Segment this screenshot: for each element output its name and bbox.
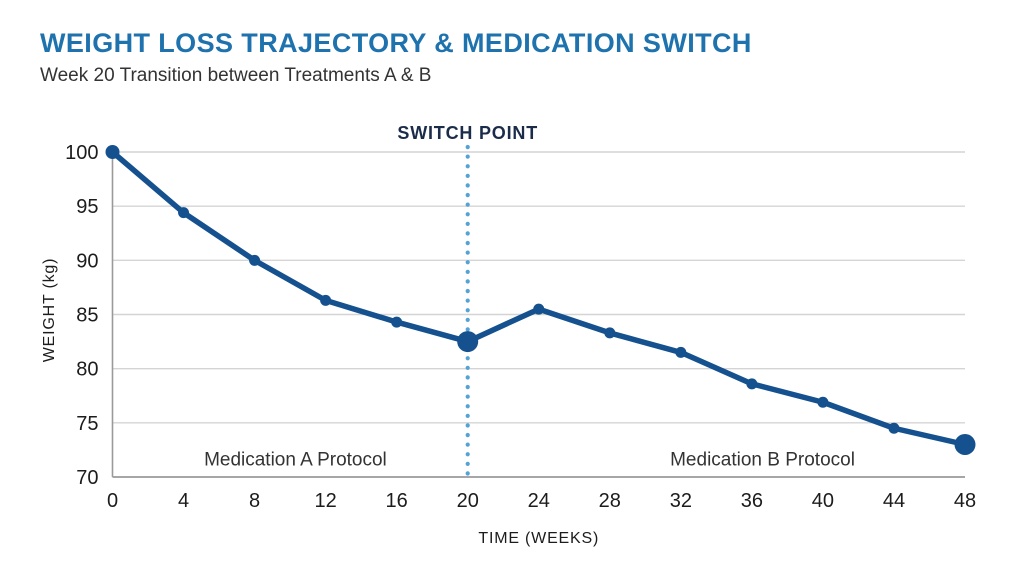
emphasized-data-point: [457, 331, 479, 353]
x-tick-label: 4: [178, 490, 189, 512]
x-tick-label: 8: [249, 490, 260, 512]
data-point: [391, 316, 403, 328]
weight-series-line: [109, 149, 968, 448]
data-point: [746, 378, 758, 390]
data-point: [888, 422, 900, 434]
y-axis-title: WEIGHT (kg): [41, 258, 58, 363]
y-tick-label: 75: [76, 413, 98, 435]
y-tick-label: 80: [76, 359, 98, 381]
page-subtitle: Week 20 Transition between Treatments A …: [40, 65, 432, 87]
data-point: [105, 145, 120, 159]
y-tick-label: 85: [76, 305, 98, 327]
x-tick-label: 28: [599, 490, 621, 512]
x-tick-label: 24: [528, 490, 550, 512]
switch-point-label: SWITCH POINT: [397, 123, 538, 143]
y-tick-labels: 70 75 80 85 90 95 100: [65, 142, 98, 489]
medication-b-protocol-label: Medication B Protocol: [670, 450, 855, 471]
medication-a-protocol-label: Medication A Protocol: [204, 450, 387, 471]
data-point: [604, 327, 616, 339]
y-tick-label: 100: [65, 142, 98, 164]
data-point: [817, 396, 829, 408]
x-tick-label: 36: [741, 490, 763, 512]
x-tick-label: 48: [954, 490, 976, 512]
y-tick-label: 90: [76, 250, 98, 272]
x-tick-label: 44: [883, 490, 905, 512]
data-points: [105, 145, 976, 455]
axes: [111, 152, 965, 478]
x-tick-label: 12: [315, 490, 337, 512]
x-tick-labels: 0 4 8 12 16 20 24 28 32 36 40 44 48: [107, 490, 976, 512]
data-point: [249, 254, 261, 266]
page-title: WEIGHT LOSS TRAJECTORY & MEDICATION SWIT…: [40, 28, 752, 58]
y-tick-label: 70: [76, 467, 98, 489]
x-tick-label: 32: [670, 490, 692, 512]
gridlines: [112, 151, 965, 424]
x-axis-title: TIME (WEEKS): [478, 530, 599, 547]
chart-header: WEIGHT LOSS TRAJECTORY & MEDICATION SWIT…: [40, 28, 984, 87]
x-tick-label: 20: [457, 490, 479, 512]
data-point: [675, 346, 687, 358]
x-tick-label: 40: [812, 490, 834, 512]
y-tick-label: 95: [76, 196, 98, 218]
emphasized-data-point: [954, 434, 976, 455]
data-point: [320, 294, 332, 306]
x-tick-label: 16: [386, 490, 408, 512]
data-point: [178, 207, 190, 219]
x-tick-label: 0: [107, 490, 118, 512]
data-point: [533, 303, 545, 315]
